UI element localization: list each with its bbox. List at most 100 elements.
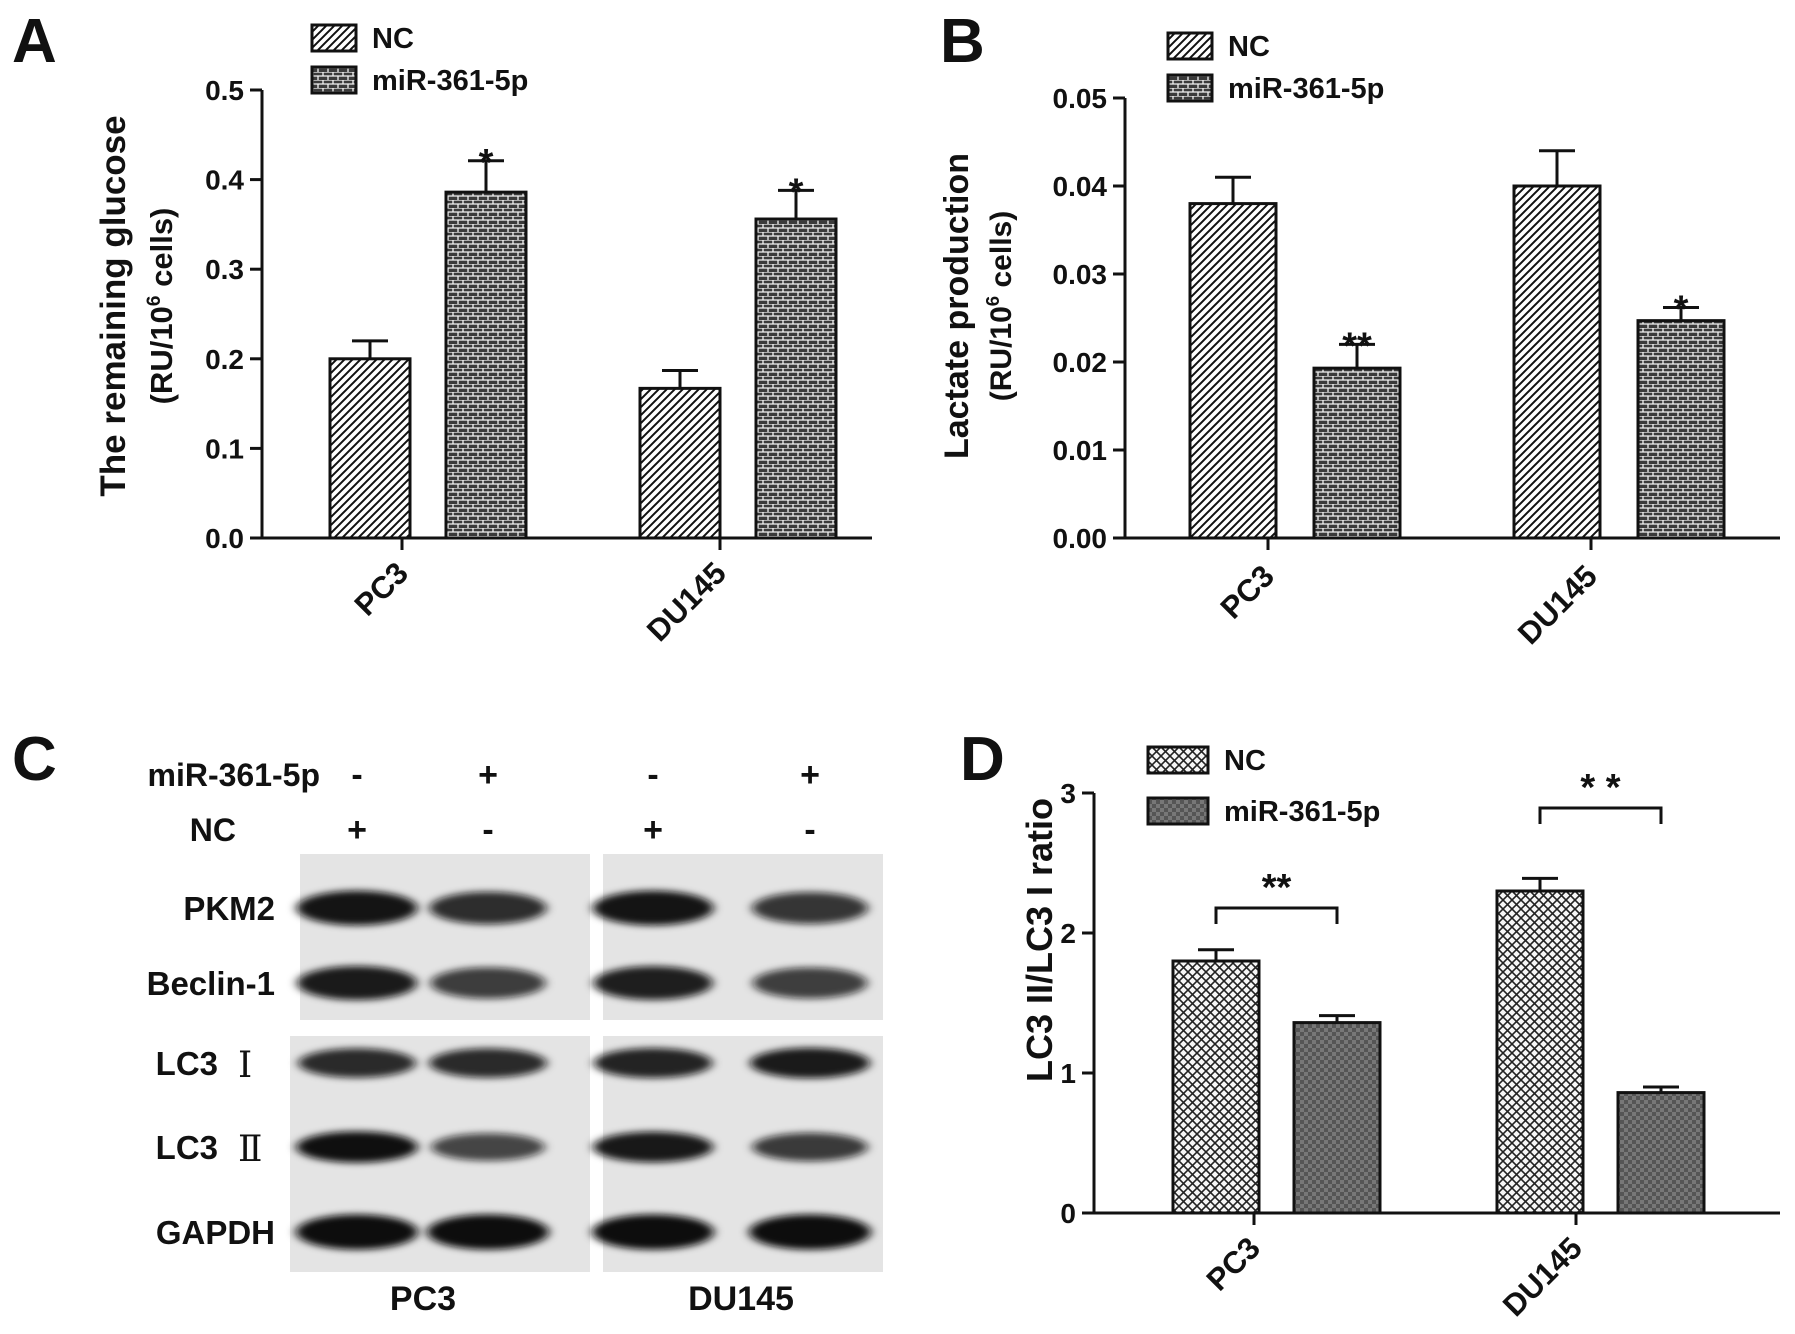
legend-swatch <box>310 23 358 53</box>
blot-band <box>592 1214 714 1250</box>
x-tick-label: PC3 <box>348 555 415 622</box>
significance-bracket <box>1214 906 1339 924</box>
y-axis-label: LC3 II/LC3 I ratio <box>1019 798 1060 1082</box>
treatment-sign: + <box>347 811 367 849</box>
y-tick-label: 0.03 <box>1053 259 1108 290</box>
blot-band <box>429 891 547 925</box>
y-axis-label-line1: The remaining glucose <box>94 115 133 496</box>
significance-label: * <box>789 171 804 213</box>
y-axis-label-line1: Lactate production <box>938 153 976 459</box>
y-tick-label: 0.01 <box>1053 435 1108 466</box>
y-tick-label: 0 <box>1060 1198 1076 1229</box>
legend-label: NC <box>1224 745 1266 777</box>
legend-swatch <box>1166 73 1214 103</box>
band-label-roman: Ⅰ <box>238 1045 252 1085</box>
blot-band <box>427 1214 549 1250</box>
treatment-sign: - <box>482 811 493 849</box>
x-tick-label: PC3 <box>1214 558 1281 625</box>
x-tick-label: DU145 <box>640 555 733 648</box>
blot-band <box>296 1214 418 1250</box>
chart-panel-a: 0.0 0.1 0.2 0.3 0.4 0.5 PC3 DU145 * * NC miR-361-5p… <box>94 23 872 648</box>
band-label: LC3 <box>156 1045 218 1082</box>
blot-band <box>752 1132 868 1162</box>
y-tick-label: 0.05 <box>1053 83 1108 114</box>
treatment-label: miR-361-5p <box>148 757 321 793</box>
band-label: PKM2 <box>183 890 275 927</box>
treatment-sign: + <box>478 756 498 794</box>
legend-swatch <box>1146 796 1210 826</box>
band-label: LC3 <box>156 1129 218 1166</box>
y-tick-label: 0.1 <box>205 433 244 464</box>
blot-band <box>430 967 546 999</box>
treatment-sign: - <box>804 811 815 849</box>
treatment-sign: - <box>647 756 658 794</box>
y-axis-label-sup: 6 <box>144 296 165 307</box>
significance-label: ** <box>1342 325 1372 367</box>
significance-label: * * <box>1580 767 1620 809</box>
blot-band <box>593 966 713 1000</box>
blot-band <box>296 890 418 926</box>
legend-swatch <box>1166 31 1214 61</box>
treatment-label: NC <box>190 812 236 848</box>
y-tick-label: 0.4 <box>205 165 244 196</box>
chart-panel-d: 0 1 2 3 PC3 DU145 ** * * NC miR-361-5p LC3 II/LC3 … <box>1019 745 1780 1323</box>
panel-letter-c: C <box>12 725 57 794</box>
legend-label: NC <box>1228 31 1270 63</box>
bar-brick <box>754 217 838 540</box>
panel-letter-a: A <box>12 7 57 76</box>
treatment-sign: + <box>643 811 663 849</box>
legend-label: NC <box>372 23 414 55</box>
blot-band <box>752 892 868 924</box>
y-axis-label-line2: (RU/106 cells) <box>982 211 1018 401</box>
y-tick-label: 0.3 <box>205 254 244 285</box>
blot-band <box>298 1048 416 1078</box>
y-tick-label: 0.5 <box>205 75 244 106</box>
bar-diagonal <box>1188 202 1278 540</box>
bar-diagonal <box>638 386 722 540</box>
y-tick-label: 0.02 <box>1053 347 1108 378</box>
y-axis-label-prefix: (RU/10 <box>985 306 1018 401</box>
blot-band <box>592 890 714 926</box>
significance-label: ** <box>1262 867 1292 909</box>
bar-brick <box>444 190 528 540</box>
bar-crosshatch <box>1171 959 1261 1215</box>
bar-brick <box>1636 319 1726 540</box>
bar-checker <box>1616 1091 1706 1215</box>
treatment-sign: - <box>351 756 362 794</box>
panel-letter-d: D <box>960 725 1005 794</box>
y-tick-label: 2 <box>1060 918 1076 949</box>
blot-group-label: DU145 <box>688 1280 794 1318</box>
blot-band <box>592 1131 714 1163</box>
legend-swatch <box>310 65 358 95</box>
blot-band <box>431 1133 545 1161</box>
y-tick-label: 0.04 <box>1053 171 1108 202</box>
blot-group-label: PC3 <box>390 1280 456 1318</box>
x-tick-label: PC3 <box>1200 1230 1267 1297</box>
blot-band <box>296 1131 418 1163</box>
y-tick-label: 0.0 <box>205 523 244 554</box>
blot-band <box>593 1048 713 1078</box>
y-axis-label-line2: (RU/106 cells) <box>144 208 179 405</box>
blot-band <box>752 967 868 999</box>
y-axis-label-sup: 6 <box>982 296 1003 306</box>
blot-band <box>749 1214 871 1250</box>
x-tick-label: DU145 <box>1511 558 1604 651</box>
bar-checker <box>1292 1021 1382 1215</box>
bar-crosshatch <box>1495 889 1585 1215</box>
blot-band <box>297 965 417 1001</box>
y-tick-label: 0.2 <box>205 344 244 375</box>
treatment-sign: + <box>800 756 820 794</box>
y-tick-label: 3 <box>1060 778 1076 809</box>
y-axis-label-prefix: (RU/10 <box>144 306 179 404</box>
bar-diagonal <box>1512 184 1602 540</box>
band-label: Beclin-1 <box>147 965 275 1002</box>
y-axis-label-suffix: cells) <box>985 211 1018 296</box>
bar-brick <box>1312 366 1402 540</box>
legend-label: miR-361-5p <box>1224 796 1380 828</box>
blot-band <box>429 1048 547 1078</box>
significance-label: * <box>479 142 494 184</box>
bar-diagonal <box>328 357 412 540</box>
